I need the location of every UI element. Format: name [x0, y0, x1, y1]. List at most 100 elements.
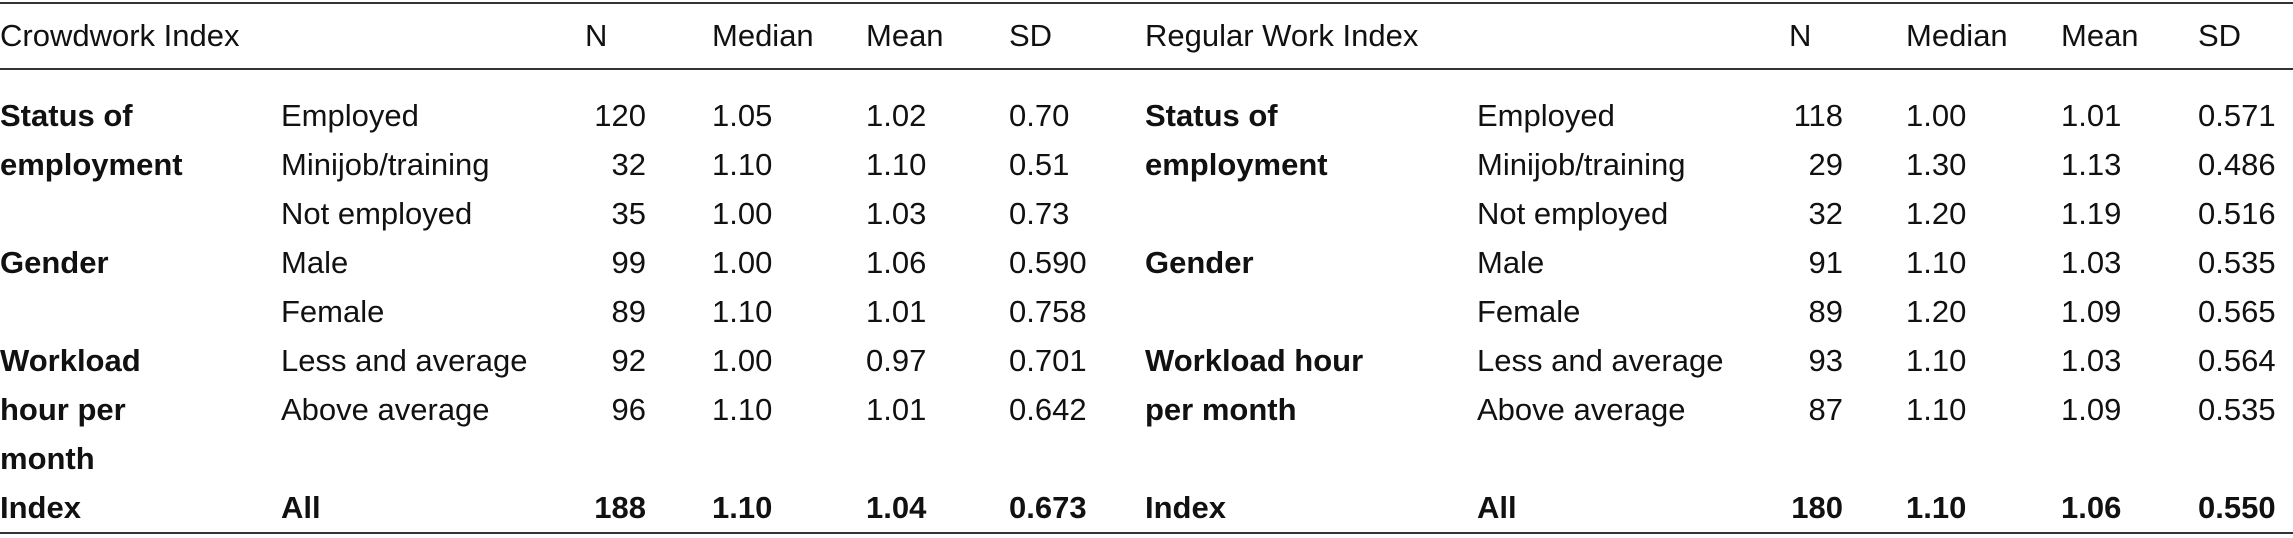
row-group: Index All 188 1.10 1.04 0.673 Index All 180 1.10 1… [0, 483, 2293, 532]
value-cell: 1.20 [1906, 196, 1967, 231]
spacer [1843, 238, 1906, 287]
header-cell: Median [712, 18, 814, 53]
value-cell: 1.01 [866, 294, 927, 329]
group-label: Gender [1145, 245, 1254, 280]
group-label-cell: Status of employment [1145, 91, 1477, 189]
spacer [646, 385, 712, 434]
value-cell: 0.486 [2198, 147, 2276, 182]
row: Employed 118 1.00 1.01 0.571 [1477, 91, 2290, 140]
n-cell: 89 [1808, 294, 1843, 329]
group-label: Status of employment [0, 98, 183, 182]
row-label: Male [1477, 245, 1545, 280]
row: Less and average 93 1.10 1.03 0.564 [1477, 336, 2290, 385]
row-label: Not employed [281, 196, 473, 231]
row-group: Workload hour per month Less and average 9… [0, 336, 2293, 483]
row-label: Employed [281, 98, 419, 133]
header-cell: Median [1906, 18, 2008, 53]
value-cell: 0.564 [2198, 343, 2276, 378]
value-cell: 0.516 [2198, 196, 2276, 231]
group-label: Gender [0, 245, 109, 280]
value-cell: 0.673 [1009, 490, 1087, 525]
value-cell: 1.00 [712, 196, 773, 231]
group-label: Workload hour per month [0, 343, 141, 476]
row: Not employed 35 1.00 1.03 0.73 [281, 189, 1145, 238]
n-cell: 35 [611, 196, 646, 231]
group-label-cell: Gender [1145, 238, 1477, 287]
row: Less and average 92 1.00 0.97 0.701 [281, 336, 1145, 385]
spacer [646, 91, 712, 140]
value-cell: 1.04 [866, 490, 927, 525]
group-label: Index [0, 490, 81, 525]
value-cell: 1.09 [2061, 294, 2122, 329]
value-cell: 1.00 [1906, 98, 1967, 133]
group-label-cell: Index [1145, 483, 1477, 532]
n-cell: 93 [1808, 343, 1843, 378]
value-cell: 1.10 [866, 147, 927, 182]
row-label: Minijob/training [1477, 147, 1686, 182]
row-block: Male 91 1.10 1.03 0.535 Female 89 1.20 1.09 0.565 [1477, 238, 2290, 336]
value-cell: 1.01 [2061, 98, 2122, 133]
value-cell: 1.10 [1906, 343, 1967, 378]
row: Above average 87 1.10 1.09 0.535 [1477, 385, 2290, 434]
row-label: All [281, 490, 321, 525]
row-block: Male 99 1.00 1.06 0.590 Female 89 1.10 1.01 0.758 [281, 238, 1145, 336]
header-cell: N [1789, 18, 1812, 53]
n-cell: 32 [1808, 196, 1843, 231]
value-cell: 1.03 [2061, 245, 2122, 280]
n-cell: 180 [1791, 490, 1843, 525]
group-label-cell: Workload hour per month [1145, 336, 1477, 434]
spacer [1843, 385, 1906, 434]
n-cell: 92 [611, 343, 646, 378]
row-label: Employed [1477, 98, 1615, 133]
value-cell: 0.590 [1009, 245, 1087, 280]
value-cell: 1.10 [712, 392, 773, 427]
header-title: Regular Work Index [1145, 18, 1419, 53]
n-cell: 89 [611, 294, 646, 329]
spacer [646, 287, 712, 336]
n-cell: 188 [594, 490, 646, 525]
top-rule [0, 2, 2293, 4]
row-label: Not employed [1477, 196, 1669, 231]
value-cell: 0.642 [1009, 392, 1087, 427]
value-cell: 0.565 [2198, 294, 2276, 329]
value-cell: 1.13 [2061, 147, 2122, 182]
row: Female 89 1.10 1.01 0.758 [281, 287, 1145, 336]
row: All 188 1.10 1.04 0.673 [281, 483, 1145, 532]
row-block: All 188 1.10 1.04 0.673 [281, 483, 1145, 532]
row: Not employed 32 1.20 1.19 0.516 [1477, 189, 2290, 238]
value-cell: 1.05 [712, 98, 773, 133]
row-label: Female [1477, 294, 1581, 329]
row: Employed 120 1.05 1.02 0.70 [281, 91, 1145, 140]
n-cell: 96 [611, 392, 646, 427]
row-block: Employed 120 1.05 1.02 0.70 Minijob/training 3… [281, 91, 1145, 238]
value-cell: 1.03 [2061, 343, 2122, 378]
row-group: Status of employment Employed 120 1.05 1.02 0… [0, 91, 2293, 238]
spacer [1843, 91, 1906, 140]
value-cell: 1.10 [712, 294, 773, 329]
spacer [646, 238, 712, 287]
row-group: Gender Male 99 1.00 1.06 0.590 Female 89 1.10 1.0… [0, 238, 2293, 336]
spacer [1843, 140, 1906, 189]
n-cell: 120 [594, 98, 646, 133]
value-cell: 1.00 [712, 343, 773, 378]
value-cell: 1.02 [866, 98, 927, 133]
value-cell: 1.09 [2061, 392, 2122, 427]
header-cell: SD [1009, 18, 1053, 53]
n-cell: 118 [1793, 98, 1843, 133]
value-cell: 1.10 [1906, 392, 1967, 427]
header-cell: N [585, 18, 608, 53]
row-label: Above average [1477, 392, 1686, 427]
n-cell: 32 [611, 147, 646, 182]
row-block: Less and average 93 1.10 1.03 0.564 Above ave… [1477, 336, 2290, 434]
row: Female 89 1.20 1.09 0.565 [1477, 287, 2290, 336]
spacer [1843, 336, 1906, 385]
group-label-cell: Gender [0, 238, 281, 287]
row-label: Minijob/training [281, 147, 490, 182]
n-cell: 91 [1808, 245, 1843, 280]
spacer [646, 189, 712, 238]
value-cell: 1.30 [1906, 147, 1967, 182]
group-label-cell: Index [0, 483, 281, 532]
row: Above average 96 1.10 1.01 0.642 [281, 385, 1145, 434]
header-rule [0, 68, 2293, 70]
